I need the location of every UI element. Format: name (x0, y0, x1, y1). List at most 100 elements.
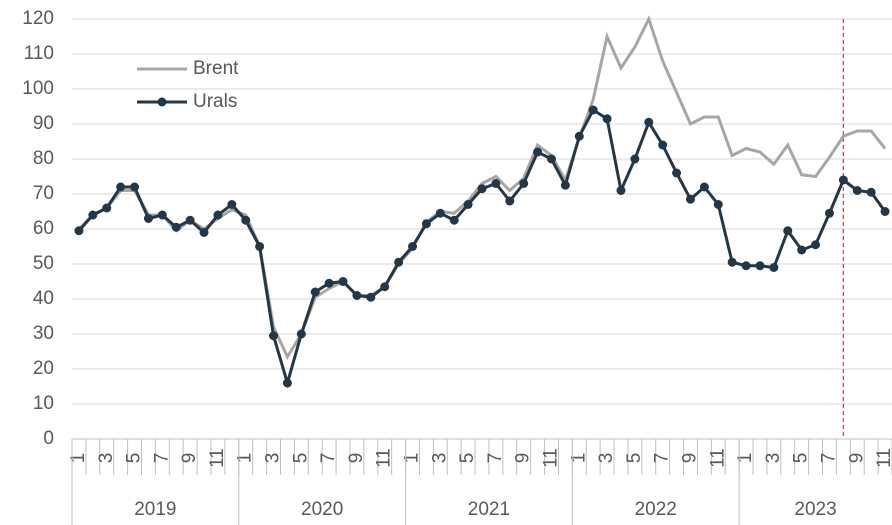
data-point (296, 329, 306, 339)
data-point (408, 242, 418, 251)
year-label: 2020 (301, 499, 343, 520)
data-point (255, 242, 265, 251)
data-point (797, 245, 807, 255)
data-point (852, 186, 862, 195)
x-tick-label: 9 (513, 453, 534, 464)
data-point (269, 331, 279, 341)
series-line (77, 107, 887, 389)
legend-entry: Urals (137, 91, 237, 112)
x-tick-label: 1 (568, 453, 589, 464)
y-tick-label: 80 (33, 148, 54, 169)
data-point (699, 182, 709, 192)
x-tick-label: 11 (207, 448, 228, 468)
data-point (866, 187, 876, 197)
data-point (824, 208, 834, 218)
x-tick-label: 3 (263, 453, 284, 464)
x-tick-label: 7 (652, 453, 673, 464)
legend-marker (157, 97, 167, 107)
y-tick-label: 110 (24, 43, 54, 64)
data-point (505, 196, 515, 206)
data-point (130, 182, 140, 192)
data-point (658, 140, 668, 150)
y-tick-label: 60 (33, 218, 54, 239)
data-point (533, 147, 543, 157)
data-point (338, 277, 348, 286)
data-point (227, 200, 237, 209)
data-point (491, 179, 501, 188)
x-tick-label: 7 (485, 453, 506, 464)
data-point (171, 222, 181, 232)
data-point (449, 215, 459, 225)
x-tick-label: 11 (874, 448, 892, 468)
x-tick-label: 5 (457, 453, 478, 464)
data-point (574, 131, 584, 141)
x-tick-label: 3 (596, 453, 617, 464)
data-point (421, 219, 431, 229)
data-point (380, 282, 390, 292)
data-point (811, 240, 821, 250)
data-point (630, 154, 640, 164)
legend-entry: Brent (137, 58, 239, 79)
x-tick-label: 11 (541, 448, 562, 468)
legend-label: Urals (193, 91, 237, 112)
data-point (477, 184, 487, 194)
x-tick-label: 7 (318, 453, 339, 464)
data-point (324, 278, 334, 288)
y-tick-label: 70 (33, 183, 54, 204)
data-point (366, 292, 376, 302)
data-point (755, 261, 765, 271)
data-point (143, 214, 153, 223)
data-point (602, 114, 612, 124)
data-point (199, 228, 209, 237)
x-tick-label: 11 (374, 448, 395, 468)
data-point (74, 226, 84, 236)
data-point (672, 168, 682, 178)
x-tick-label: 3 (429, 453, 450, 464)
data-point (88, 210, 98, 220)
x-tick-label: 5 (290, 453, 311, 464)
data-point (282, 378, 292, 388)
x-tick-label: 9 (346, 453, 367, 464)
x-tick-label: 1 (235, 453, 256, 464)
data-point (310, 287, 320, 297)
data-point (546, 154, 556, 164)
legend-label: Brent (193, 58, 239, 79)
data-point (727, 257, 737, 267)
data-point (394, 257, 404, 267)
x-tick-label: 3 (96, 453, 117, 464)
data-point (463, 200, 473, 209)
data-point (644, 117, 654, 127)
x-tick-label: 1 (402, 453, 423, 464)
x-tick-label: 9 (846, 453, 867, 464)
x-tick-label: 5 (624, 453, 645, 464)
data-point (560, 180, 570, 190)
x-tick-label: 7 (818, 453, 839, 464)
data-point (352, 291, 362, 300)
x-tick-label: 5 (124, 453, 145, 464)
year-label: 2023 (794, 499, 836, 520)
data-point (880, 207, 890, 216)
y-tick-label: 120 (22, 8, 54, 29)
y-tick-label: 30 (33, 323, 54, 344)
y-tick-label: 90 (33, 113, 54, 134)
data-point (185, 215, 195, 225)
x-tick-label: 9 (679, 453, 700, 464)
year-label: 2022 (635, 499, 677, 520)
data-point (435, 208, 445, 218)
data-point (116, 182, 126, 192)
data-point (783, 226, 793, 236)
data-point (157, 210, 167, 220)
data-point (685, 194, 695, 204)
x-tick-label: 1 (735, 453, 756, 464)
y-tick-label: 50 (33, 253, 54, 274)
data-point (769, 263, 779, 272)
x-tick-label: 9 (179, 453, 200, 464)
x-tick-label: 1 (68, 453, 89, 464)
data-point (519, 179, 529, 188)
y-tick-label: 100 (22, 78, 54, 99)
x-tick-label: 11 (707, 448, 728, 468)
x-tick-label: 7 (151, 453, 172, 464)
y-tick-label: 10 (33, 393, 54, 414)
x-tick-label: 3 (763, 453, 784, 464)
